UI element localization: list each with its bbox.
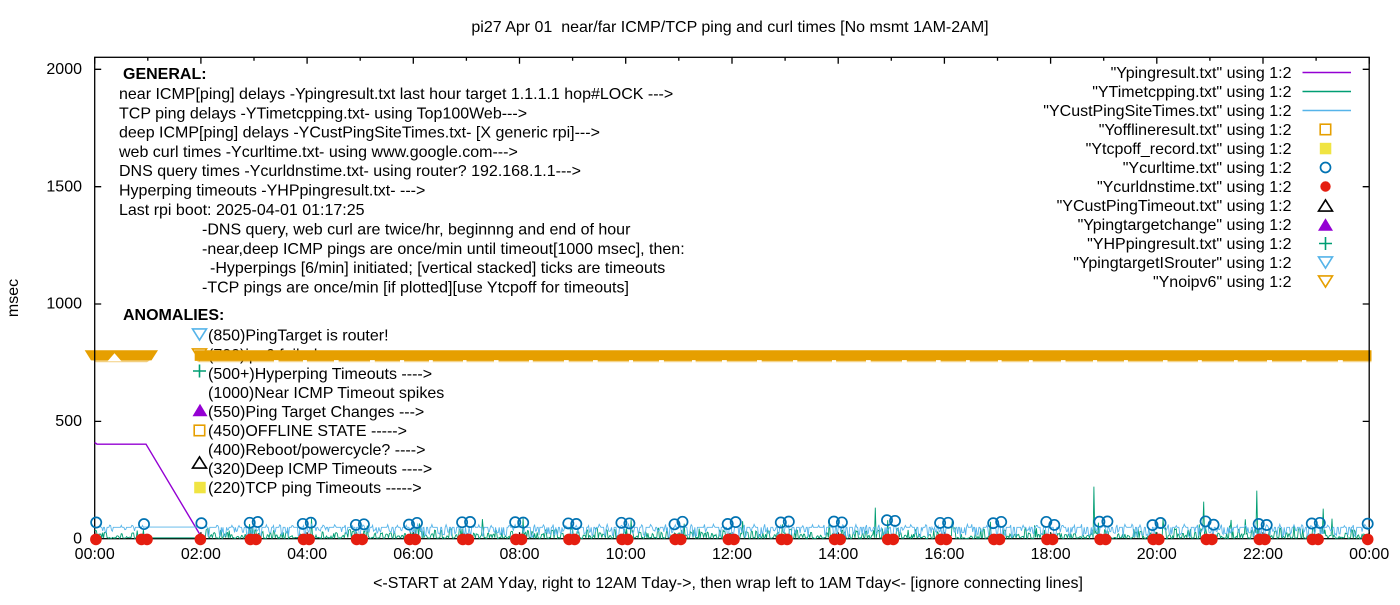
svg-text:(500+)Hyperping Timeouts ---->: (500+)Hyperping Timeouts ----> [208,366,432,383]
svg-text:1500: 1500 [46,178,82,195]
svg-text:-TCP pings are once/min [if pl: -TCP pings are once/min [if plotted][use… [202,279,629,296]
svg-text:Last rpi boot: 2025-04-01 01:1: Last rpi boot: 2025-04-01 01:17:25 [119,202,365,219]
svg-text:-Hyperpings [6/min] initiated;: -Hyperpings [6/min] initiated; [vertical… [210,260,665,277]
svg-text:12:00: 12:00 [712,546,752,563]
svg-text:(450)OFFLINE STATE ----->: (450)OFFLINE STATE -----> [208,423,407,440]
svg-text:"Ypingresult.txt" using 1:2: "Ypingresult.txt" using 1:2 [1111,65,1292,82]
svg-text:"YCustPingTimeout.txt" using 1: "YCustPingTimeout.txt" using 1:2 [1057,198,1292,215]
svg-text:02:00: 02:00 [181,546,221,563]
svg-text:(850)PingTarget is router!: (850)PingTarget is router! [208,327,389,344]
svg-text:ANOMALIES:: ANOMALIES: [123,307,224,324]
svg-text:"YpingtargetISrouter" using 1:: "YpingtargetISrouter" using 1:2 [1073,255,1291,272]
svg-text:"Ypingtargetchange" using 1:2: "Ypingtargetchange" using 1:2 [1078,217,1292,234]
svg-text:0: 0 [73,530,82,547]
svg-text:1000: 1000 [46,296,82,313]
svg-text:2000: 2000 [46,61,82,78]
svg-text:Hyperping timeouts -YHPpingres: Hyperping timeouts -YHPpingresult.txt- -… [119,183,425,200]
svg-text:"Yofflineresult.txt" using 1:2: "Yofflineresult.txt" using 1:2 [1099,122,1292,139]
svg-text:10:00: 10:00 [606,546,646,563]
svg-text:web curl times -Ycurltime.txt-: web curl times -Ycurltime.txt- using www… [118,144,518,161]
svg-text:deep ICMP[ping] delays -YCustP: deep ICMP[ping] delays -YCustPingSiteTim… [119,125,600,142]
svg-text:"YCustPingSiteTimes.txt" using: "YCustPingSiteTimes.txt" using 1:2 [1043,103,1291,120]
svg-text:"Ycurltime.txt" using 1:2: "Ycurltime.txt" using 1:2 [1123,160,1292,177]
svg-text:18:00: 18:00 [1031,546,1071,563]
svg-text:(400)Reboot/powercycle? ---->: (400)Reboot/powercycle? ----> [208,442,425,459]
svg-text:(320)Deep ICMP Timeouts ---->: (320)Deep ICMP Timeouts ----> [208,461,432,478]
svg-text:pi27 Apr 01 near/far ICMP/TCP: pi27 Apr 01 near/far ICMP/TCP ping and c… [471,19,988,36]
svg-text:20:00: 20:00 [1137,546,1177,563]
svg-text:06:00: 06:00 [393,546,433,563]
svg-text:"Ycurldnstime.txt" using 1:2: "Ycurldnstime.txt" using 1:2 [1097,179,1292,196]
svg-text:msec: msec [5,279,22,317]
svg-text:04:00: 04:00 [287,546,327,563]
svg-text:"YTimetcpping.txt" using 1:2: "YTimetcpping.txt" using 1:2 [1092,84,1291,101]
svg-text:near ICMP[ping] delays -Ypingr: near ICMP[ping] delays -Ypingresult.txt … [119,86,673,103]
svg-text:22:00: 22:00 [1243,546,1283,563]
svg-text:(550)Ping Target Changes --->: (550)Ping Target Changes ---> [208,404,424,421]
svg-text:"YHPpingresult.txt" using 1:2: "YHPpingresult.txt" using 1:2 [1087,236,1291,253]
svg-text:GENERAL:: GENERAL: [123,66,207,83]
svg-text:00:00: 00:00 [1349,546,1389,563]
svg-text:(1000)Near ICMP Timeout spikes: (1000)Near ICMP Timeout spikes [208,385,444,402]
svg-text:500: 500 [55,413,82,430]
svg-text:-DNS query, web curl are twice: -DNS query, web curl are twice/hr, begin… [202,222,631,239]
svg-text:TCP ping delays -YTimetcpping.: TCP ping delays -YTimetcpping.txt- using… [119,105,527,122]
svg-text:<-START at 2AM Yday, right to: <-START at 2AM Yday, right to 12AM Tday-… [373,575,1083,592]
svg-text:16:00: 16:00 [924,546,964,563]
svg-text:DNS query times -Ycurldnstime.: DNS query times -Ycurldnstime.txt- using… [119,163,581,180]
svg-text:"Ynoipv6" using 1:2: "Ynoipv6" using 1:2 [1153,274,1292,291]
svg-text:(220)TCP ping Timeouts ----->: (220)TCP ping Timeouts -----> [208,480,422,497]
svg-text:14:00: 14:00 [818,546,858,563]
svg-text:"Ytcpoff_record.txt" using 1:2: "Ytcpoff_record.txt" using 1:2 [1086,141,1292,158]
svg-text:08:00: 08:00 [499,546,539,563]
svg-text:00:00: 00:00 [75,546,115,563]
svg-text:-near,deep ICMP pings are once: -near,deep ICMP pings are once/min until… [202,241,685,258]
